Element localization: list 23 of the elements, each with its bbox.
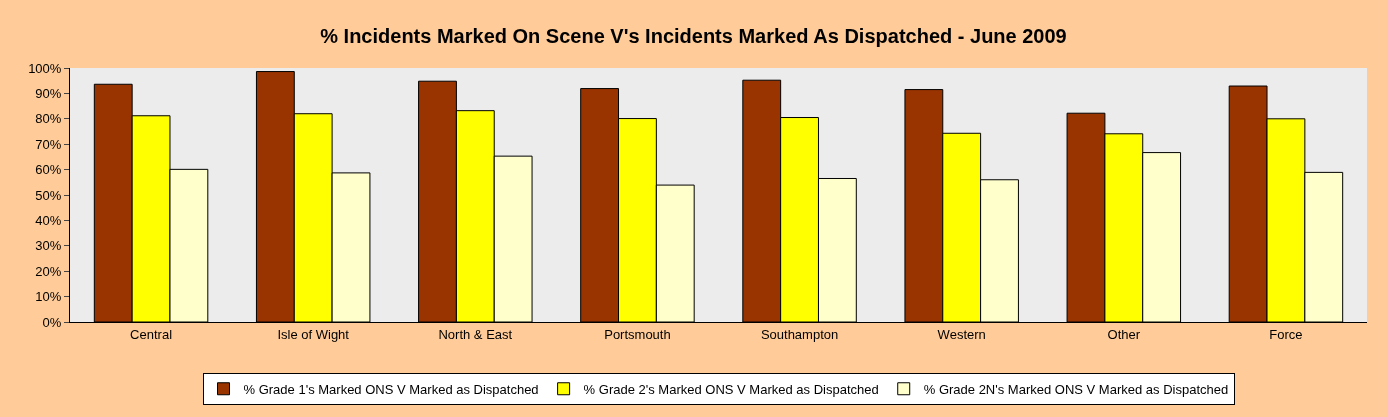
legend-label: % Grade 2's Marked ONS V Marked as Dispatched [583,381,879,397]
x-tick-label: Western [937,326,986,342]
x-tick-label: Force [1269,326,1303,342]
y-tick-label: 0% [42,314,62,330]
x-tick-label: Other [1107,326,1141,342]
legend-label: % Grade 1's Marked ONS V Marked as Dispatched [243,381,539,397]
y-tick-label: 20% [35,263,62,279]
x-tick-label: Isle of Wight [277,326,350,342]
x-tick-label: Southampton [760,326,839,342]
legend-label: % Grade 2N's Marked ONS V Marked as Dispatched [923,381,1229,397]
y-tick-label: 60% [35,162,62,178]
y-tick-label: 30% [35,238,62,254]
chart-title: % Incidents Marked On Scene V's Incidents Marked As Dispatched - June 2009 [320,25,1067,48]
x-tick-label: North & East [438,326,513,342]
y-tick-label: 50% [35,187,62,203]
x-tick-label: Central [130,326,173,342]
y-tick-label: 40% [35,212,62,228]
y-tick-label: 100% [28,60,62,76]
y-tick-label: 80% [35,111,62,127]
x-tick-label: Portsmouth [604,326,671,342]
y-tick-label: 10% [35,289,62,305]
y-tick-label: 90% [35,85,62,101]
y-tick-label: 70% [35,136,62,152]
